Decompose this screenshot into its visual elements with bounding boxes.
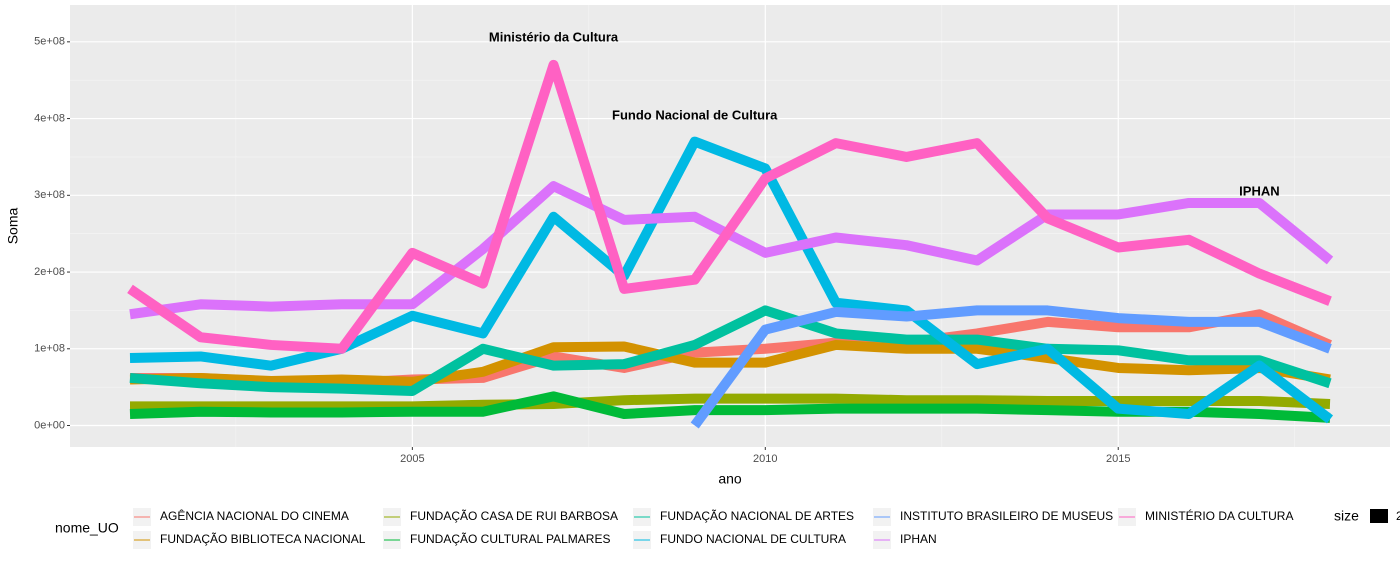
y-tick-label: 0e+00: [34, 419, 65, 431]
y-tick-label: 2e+08: [34, 266, 65, 278]
x-tick-label: 2005: [400, 453, 424, 465]
series-line: [129, 305, 1332, 396]
legend-label: AGÊNCIA NACIONAL DO CINEMA: [160, 508, 349, 523]
legend-label: IPHAN: [900, 532, 937, 546]
legend-label: FUNDAÇÃO NACIONAL DE ARTES: [660, 509, 854, 523]
y-axis-label: Soma: [5, 208, 21, 245]
series-line: [690, 305, 1332, 429]
x-axis-label: ano: [718, 471, 742, 487]
size-legend-title: size: [1334, 508, 1359, 524]
legend-label: INSTITUTO BRASILEIRO DE MUSEUS: [900, 509, 1113, 523]
legend-label: FUNDAÇÃO BIBLIOTECA NACIONAL: [160, 532, 366, 546]
legend-label: FUNDAÇÃO CULTURAL PALMARES: [410, 532, 610, 546]
y-tick-label: 4e+08: [34, 112, 65, 124]
legend-label: FUNDAÇÃO CASA DE RUI BARBOSA: [410, 509, 618, 523]
annotation: IPHAN: [1239, 184, 1279, 199]
size-legend-label: 2: [1396, 509, 1400, 523]
series-line: [130, 393, 1331, 412]
series-line: [127, 59, 1332, 354]
annotation: Fundo Nacional de Cultura: [612, 108, 778, 123]
y-tick-label: 3e+08: [34, 189, 65, 201]
y-tick-label: 5e+08: [34, 36, 65, 48]
legend-title: nome_UO: [55, 520, 119, 536]
series-line: [129, 339, 1331, 387]
x-tick-label: 2015: [1106, 453, 1130, 465]
annotation: Ministério da Cultura: [489, 29, 619, 44]
y-tick-label: 1e+08: [34, 343, 65, 355]
legend-label: MINISTÉRIO DA CULTURA: [1145, 508, 1293, 523]
legend-label: FUNDO NACIONAL DE CULTURA: [660, 532, 846, 546]
x-tick-label: 2010: [753, 453, 777, 465]
size-legend-key: [1370, 509, 1388, 523]
